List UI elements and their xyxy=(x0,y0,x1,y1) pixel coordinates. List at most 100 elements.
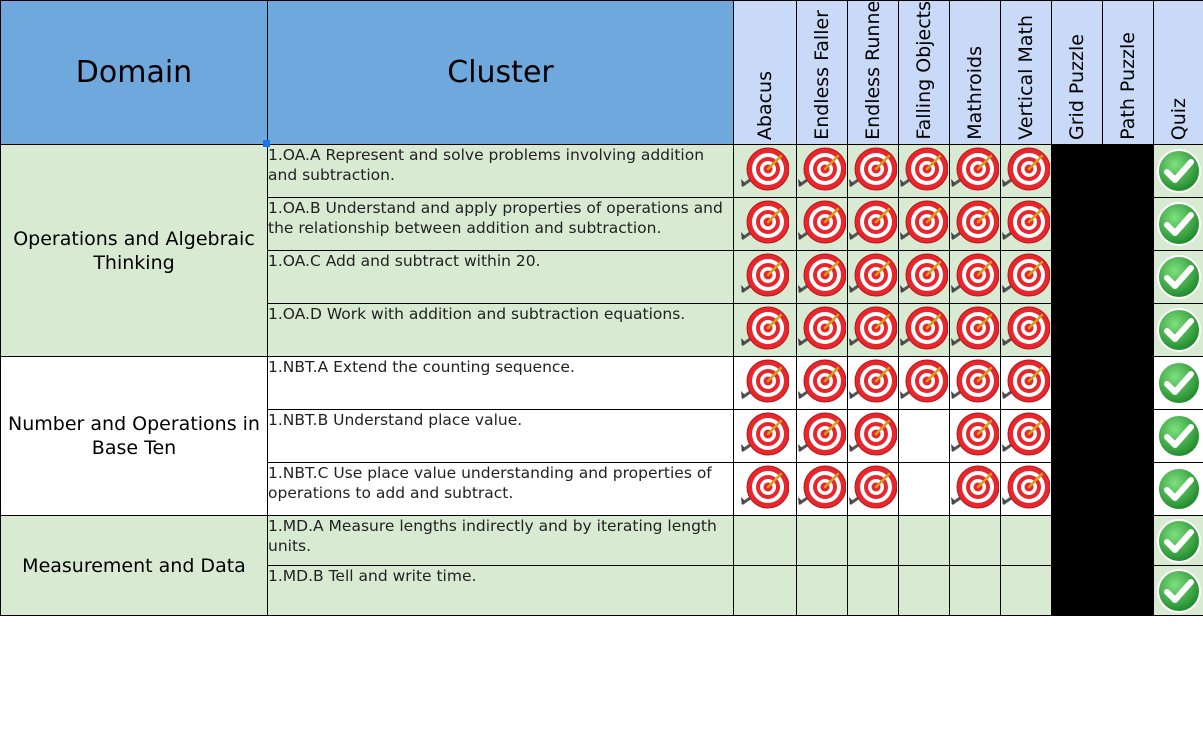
cell-quiz[interactable] xyxy=(1153,515,1203,566)
cell-vertical-math[interactable] xyxy=(1000,356,1052,410)
cell-endless-runner[interactable] xyxy=(847,409,899,463)
game-header-endless-runner[interactable]: Endless Runner xyxy=(847,0,899,145)
cell-endless-runner[interactable] xyxy=(847,356,899,410)
cell-quiz[interactable] xyxy=(1153,356,1203,410)
cell-vertical-math[interactable] xyxy=(1000,409,1052,463)
cell-endless-runner[interactable] xyxy=(847,565,899,616)
dart-target-icon xyxy=(798,411,846,459)
cluster-cell[interactable]: 1.NBT.A Extend the counting sequence. xyxy=(267,356,734,410)
game-header-grid-puzzle[interactable]: Grid Puzzle xyxy=(1051,0,1103,145)
cell-endless-runner[interactable] xyxy=(847,144,899,198)
cell-abacus[interactable] xyxy=(733,515,797,566)
game-header-label: Path Puzzle xyxy=(1117,32,1139,140)
cell-quiz[interactable] xyxy=(1153,144,1203,198)
dart-target-icon xyxy=(849,252,897,300)
game-header-vertical-math[interactable]: Vertical Math xyxy=(1000,0,1052,145)
cell-mathroids[interactable] xyxy=(949,197,1001,251)
cell-falling-objects[interactable] xyxy=(898,356,950,410)
game-header-mathroids[interactable]: Mathroids xyxy=(949,0,1001,145)
cell-endless-faller[interactable] xyxy=(796,462,848,516)
cell-quiz[interactable] xyxy=(1153,462,1203,516)
cell-abacus[interactable] xyxy=(733,250,797,304)
cell-vertical-math[interactable] xyxy=(1000,462,1052,516)
domain-cell[interactable]: Number and Operations in Base Ten xyxy=(0,356,268,516)
cell-mathroids[interactable] xyxy=(949,144,1001,198)
dart-target-icon xyxy=(741,252,789,300)
cell-abacus[interactable] xyxy=(733,565,797,616)
cluster-cell[interactable]: 1.MD.A Measure lengths indirectly and by… xyxy=(267,515,734,566)
cluster-cell[interactable]: 1.MD.B Tell and write time. xyxy=(267,565,734,616)
cell-vertical-math[interactable] xyxy=(1000,144,1052,198)
table-row: 1.OA.B Understand and apply properties o… xyxy=(1,197,1203,251)
game-header-quiz[interactable]: Quiz xyxy=(1153,0,1203,145)
cell-endless-faller[interactable] xyxy=(796,515,848,566)
cell-vertical-math[interactable] xyxy=(1000,515,1052,566)
cell-endless-runner[interactable] xyxy=(847,515,899,566)
cell-falling-objects[interactable] xyxy=(898,409,950,463)
cell-mathroids[interactable] xyxy=(949,356,1001,410)
cell-abacus[interactable] xyxy=(733,462,797,516)
cell-falling-objects[interactable] xyxy=(898,462,950,516)
cell-falling-objects[interactable] xyxy=(898,565,950,616)
cell-path-puzzle-blocked xyxy=(1102,250,1154,304)
cell-mathroids[interactable] xyxy=(949,515,1001,566)
cell-vertical-math[interactable] xyxy=(1000,197,1052,251)
cell-mathroids[interactable] xyxy=(949,462,1001,516)
cell-endless-runner[interactable] xyxy=(847,250,899,304)
cell-endless-faller[interactable] xyxy=(796,303,848,357)
cell-endless-runner[interactable] xyxy=(847,303,899,357)
cell-mathroids[interactable] xyxy=(949,250,1001,304)
cell-quiz[interactable] xyxy=(1153,409,1203,463)
cell-endless-runner[interactable] xyxy=(847,197,899,251)
cell-endless-faller[interactable] xyxy=(796,144,848,198)
dart-target-icon xyxy=(951,146,999,194)
game-header-endless-faller[interactable]: Endless Faller xyxy=(796,0,848,145)
cell-quiz[interactable] xyxy=(1153,250,1203,304)
cluster-cell[interactable]: 1.NBT.C Use place value understanding an… xyxy=(267,462,734,516)
cell-falling-objects[interactable] xyxy=(898,303,950,357)
domain-cell[interactable]: Operations and Algebraic Thinking xyxy=(0,144,268,357)
cell-grid-puzzle-blocked xyxy=(1051,303,1103,357)
standards-spreadsheet: Domain Cluster Abacus Endless Faller End… xyxy=(0,0,1203,616)
game-header-path-puzzle[interactable]: Path Puzzle xyxy=(1102,0,1154,145)
cell-abacus[interactable] xyxy=(733,144,797,198)
game-header-abacus[interactable]: Abacus xyxy=(733,0,797,145)
cluster-cell[interactable]: 1.OA.B Understand and apply properties o… xyxy=(267,197,734,251)
cell-mathroids[interactable] xyxy=(949,409,1001,463)
cell-quiz[interactable] xyxy=(1153,565,1203,616)
cell-endless-faller[interactable] xyxy=(796,356,848,410)
cell-falling-objects[interactable] xyxy=(898,515,950,566)
cell-falling-objects[interactable] xyxy=(898,197,950,251)
cell-abacus[interactable] xyxy=(733,197,797,251)
cell-mathroids[interactable] xyxy=(949,565,1001,616)
cell-vertical-math[interactable] xyxy=(1000,250,1052,304)
cell-endless-faller[interactable] xyxy=(796,565,848,616)
game-header-label: Grid Puzzle xyxy=(1066,34,1088,140)
cell-quiz[interactable] xyxy=(1153,197,1203,251)
cell-endless-faller[interactable] xyxy=(796,409,848,463)
cell-falling-objects[interactable] xyxy=(898,144,950,198)
cluster-cell[interactable]: 1.OA.C Add and subtract within 20. xyxy=(267,250,734,304)
dart-target-icon xyxy=(741,358,789,406)
cluster-header[interactable]: Cluster xyxy=(267,0,734,145)
game-header-falling-objects[interactable]: Falling Objects xyxy=(898,0,950,145)
cell-mathroids[interactable] xyxy=(949,303,1001,357)
cell-abacus[interactable] xyxy=(733,356,797,410)
cell-endless-runner[interactable] xyxy=(847,462,899,516)
domain-header[interactable]: Domain xyxy=(0,0,268,145)
selection-handle[interactable] xyxy=(263,140,270,147)
cluster-cell[interactable]: 1.OA.D Work with addition and subtractio… xyxy=(267,303,734,357)
cell-falling-objects[interactable] xyxy=(898,250,950,304)
cell-abacus[interactable] xyxy=(733,303,797,357)
cell-vertical-math[interactable] xyxy=(1000,565,1052,616)
green-check-icon xyxy=(1155,254,1203,300)
cell-abacus[interactable] xyxy=(733,409,797,463)
cell-endless-faller[interactable] xyxy=(796,197,848,251)
cluster-cell[interactable]: 1.NBT.B Understand place value. xyxy=(267,409,734,463)
cell-endless-faller[interactable] xyxy=(796,250,848,304)
domain-cell[interactable]: Measurement and Data xyxy=(0,515,268,616)
cell-vertical-math[interactable] xyxy=(1000,303,1052,357)
table-body: Operations and Algebraic Thinking 1.OA.A … xyxy=(0,144,1203,616)
cluster-cell[interactable]: 1.OA.A Represent and solve problems invo… xyxy=(267,144,734,198)
cell-quiz[interactable] xyxy=(1153,303,1203,357)
